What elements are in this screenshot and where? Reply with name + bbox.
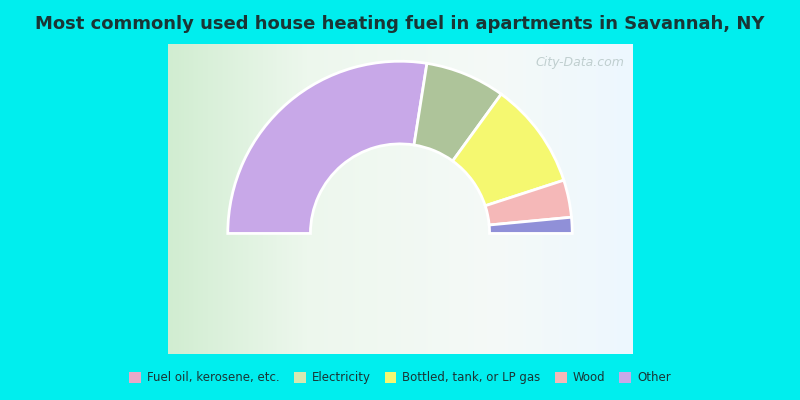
Text: Most commonly used house heating fuel in apartments in Savannah, NY: Most commonly used house heating fuel in… xyxy=(35,15,765,33)
Legend: Fuel oil, kerosene, etc., Electricity, Bottled, tank, or LP gas, Wood, Other: Fuel oil, kerosene, etc., Electricity, B… xyxy=(125,367,675,389)
Wedge shape xyxy=(414,63,502,161)
Wedge shape xyxy=(453,94,564,206)
Wedge shape xyxy=(485,180,571,225)
Wedge shape xyxy=(489,217,572,234)
Wedge shape xyxy=(228,61,427,234)
Text: City-Data.com: City-Data.com xyxy=(535,56,624,69)
